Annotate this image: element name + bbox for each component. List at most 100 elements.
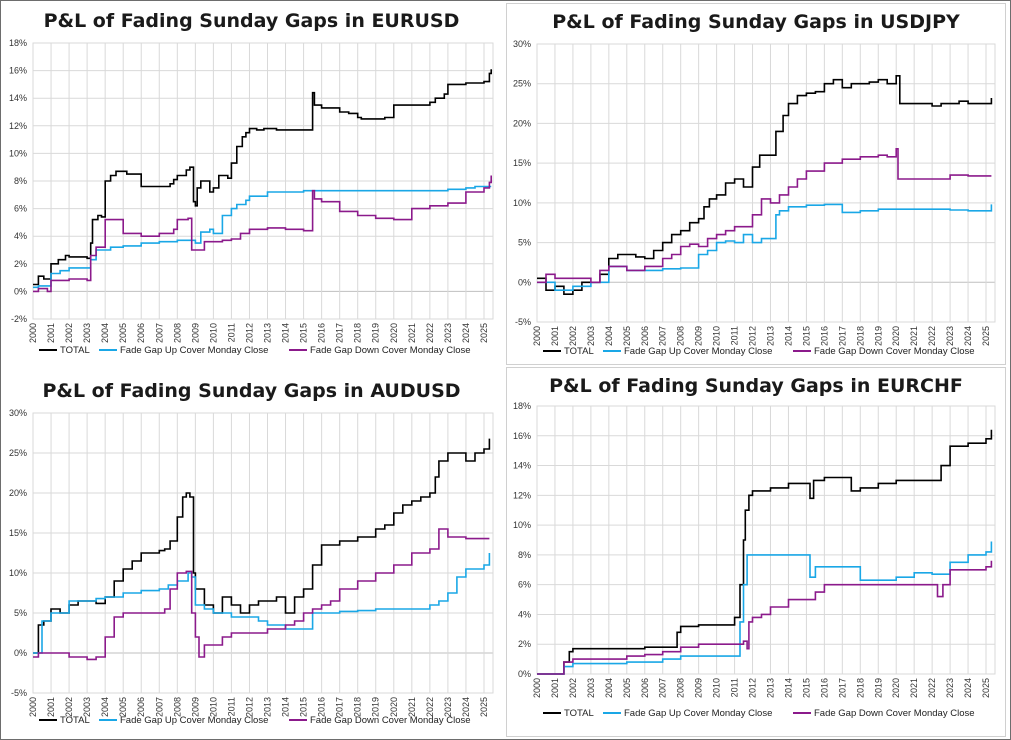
x-tick-label: 2019: [873, 678, 883, 698]
x-tick-label: 2025: [981, 678, 991, 698]
chart-svg: P&L of Fading Sunday Gaps in AUDUSD -5% 0%…: [9, 380, 494, 726]
series-line-total: [537, 75, 993, 295]
chart-panel-eurusd: P&L of Fading Sunday Gaps in EURUSD -2% 0%…: [3, 3, 500, 365]
y-tick-label: -2%: [11, 314, 27, 324]
x-tick-label: 2016: [317, 697, 327, 717]
x-tick-label: 2023: [443, 697, 453, 717]
x-tick-label: 2021: [407, 697, 417, 717]
y-tick-label: 14%: [513, 461, 531, 471]
x-tick-label: 2002: [568, 678, 578, 698]
x-tick-label: 2004: [100, 697, 110, 717]
x-tick-label: 2002: [568, 326, 578, 346]
plot-area: [536, 43, 996, 323]
legend-item: TOTAL: [39, 715, 90, 726]
x-tick-label: 2009: [694, 678, 704, 698]
y-tick-label: 8%: [14, 176, 27, 186]
x-tick-label: 2014: [281, 323, 291, 343]
x-tick-label: 2018: [855, 678, 865, 698]
x-tick-label: 2011: [226, 323, 236, 342]
y-tick-label: 15%: [9, 528, 27, 538]
x-tick-label: 2014: [783, 678, 793, 698]
x-tick-label: 2009: [190, 697, 200, 717]
chart-svg: P&L of Fading Sunday Gaps in USDJPY -5% 0%…: [513, 11, 996, 357]
x-tick-label: 2022: [927, 678, 937, 698]
legend-item: TOTAL: [543, 708, 594, 719]
series-line-total: [33, 69, 492, 286]
x-tick-label: 2019: [371, 323, 381, 343]
legend-label: Fade Gap Up Cover Monday Close: [624, 708, 772, 719]
y-tick-label: 25%: [9, 448, 27, 458]
x-tick-label: 2023: [945, 326, 955, 346]
x-tick-label: 2000: [532, 678, 542, 698]
chart-title: P&L of Fading Sunday Gaps in EURCHF: [549, 375, 963, 397]
y-tick-label: 0%: [14, 286, 27, 296]
x-tick-label: 2001: [46, 697, 56, 717]
x-tick-label: 2017: [837, 678, 847, 698]
x-tick-label: 2014: [783, 326, 793, 346]
x-tick-label: 2025: [479, 323, 489, 343]
y-tick-label: 2%: [518, 639, 531, 649]
plot-area: [32, 42, 494, 320]
series-line-gap-down: [537, 560, 993, 675]
y-tick-label: -5%: [515, 317, 531, 327]
legend-label: TOTAL: [60, 715, 90, 726]
x-tick-label: 2007: [658, 326, 668, 346]
x-tick-label: 2018: [855, 326, 865, 346]
x-tick-label: 2007: [154, 697, 164, 717]
x-tick-label: 2008: [676, 678, 686, 698]
x-tick-label: 2005: [118, 697, 128, 717]
y-tick-label: 14%: [9, 93, 27, 103]
legend-label: TOTAL: [564, 708, 594, 719]
x-tick-label: 2003: [586, 326, 596, 346]
x-tick-label: 2022: [927, 326, 937, 346]
series-line-gap-down: [33, 528, 490, 661]
y-tick-label: 16%: [9, 66, 27, 76]
x-tick-label: 2007: [154, 323, 164, 343]
series-line-gap-down: [537, 148, 992, 284]
y-tick-label: 16%: [513, 431, 531, 441]
x-tick-label: 2012: [748, 326, 758, 346]
y-tick-label: 10%: [9, 568, 27, 578]
legend-item: TOTAL: [543, 346, 594, 357]
series-line-gap-down: [33, 175, 492, 293]
x-tick-label: 2009: [190, 323, 200, 343]
x-tick-label: 2006: [136, 697, 146, 717]
x-tick-label: 2024: [461, 697, 471, 717]
x-tick-label: 2011: [730, 326, 740, 345]
x-tick-label: 2006: [640, 326, 650, 346]
x-tick-label: 2024: [461, 323, 471, 343]
x-tick-label: 2024: [963, 326, 973, 346]
x-tick-label: 2020: [891, 678, 901, 698]
y-tick-label: 0%: [518, 277, 531, 287]
plot-area: [536, 405, 996, 675]
y-tick-label: 5%: [518, 238, 531, 248]
x-tick-label: 2004: [604, 678, 614, 698]
x-tick-label: 2024: [963, 678, 973, 698]
x-tick-label: 2012: [748, 678, 758, 698]
legend-item: Fade Gap Down Cover Monday Close: [793, 346, 975, 357]
x-tick-label: 2025: [981, 326, 991, 346]
legend-item: Fade Gap Down Cover Monday Close: [289, 345, 471, 356]
chart-svg: P&L of Fading Sunday Gaps in EURCHF 0% 2% 4…: [513, 375, 996, 719]
x-tick-label: 2005: [118, 323, 128, 343]
x-tick-label: 2010: [712, 326, 722, 346]
legend-label: Fade Gap Up Cover Monday Close: [120, 715, 268, 726]
y-tick-label: 10%: [9, 148, 27, 158]
x-tick-label: 2020: [389, 697, 399, 717]
x-tick-label: 2013: [263, 697, 273, 717]
y-tick-label: 4%: [14, 231, 27, 241]
series-line-gap-up: [537, 203, 993, 291]
x-tick-label: 2007: [658, 678, 668, 698]
x-tick-label: 2011: [730, 678, 740, 697]
x-tick-label: 2025: [479, 697, 489, 717]
legend-label: Fade Gap Down Cover Monday Close: [814, 346, 975, 357]
x-tick-label: 2016: [819, 678, 829, 698]
y-tick-label: 18%: [9, 38, 27, 48]
legend-label: TOTAL: [564, 346, 594, 357]
x-tick-label: 2013: [263, 323, 273, 343]
x-tick-label: 2017: [335, 323, 345, 343]
x-tick-label: 2016: [819, 326, 829, 346]
x-tick-label: 2019: [873, 326, 883, 346]
series-line-total: [537, 429, 993, 675]
y-tick-label: 6%: [14, 204, 27, 214]
